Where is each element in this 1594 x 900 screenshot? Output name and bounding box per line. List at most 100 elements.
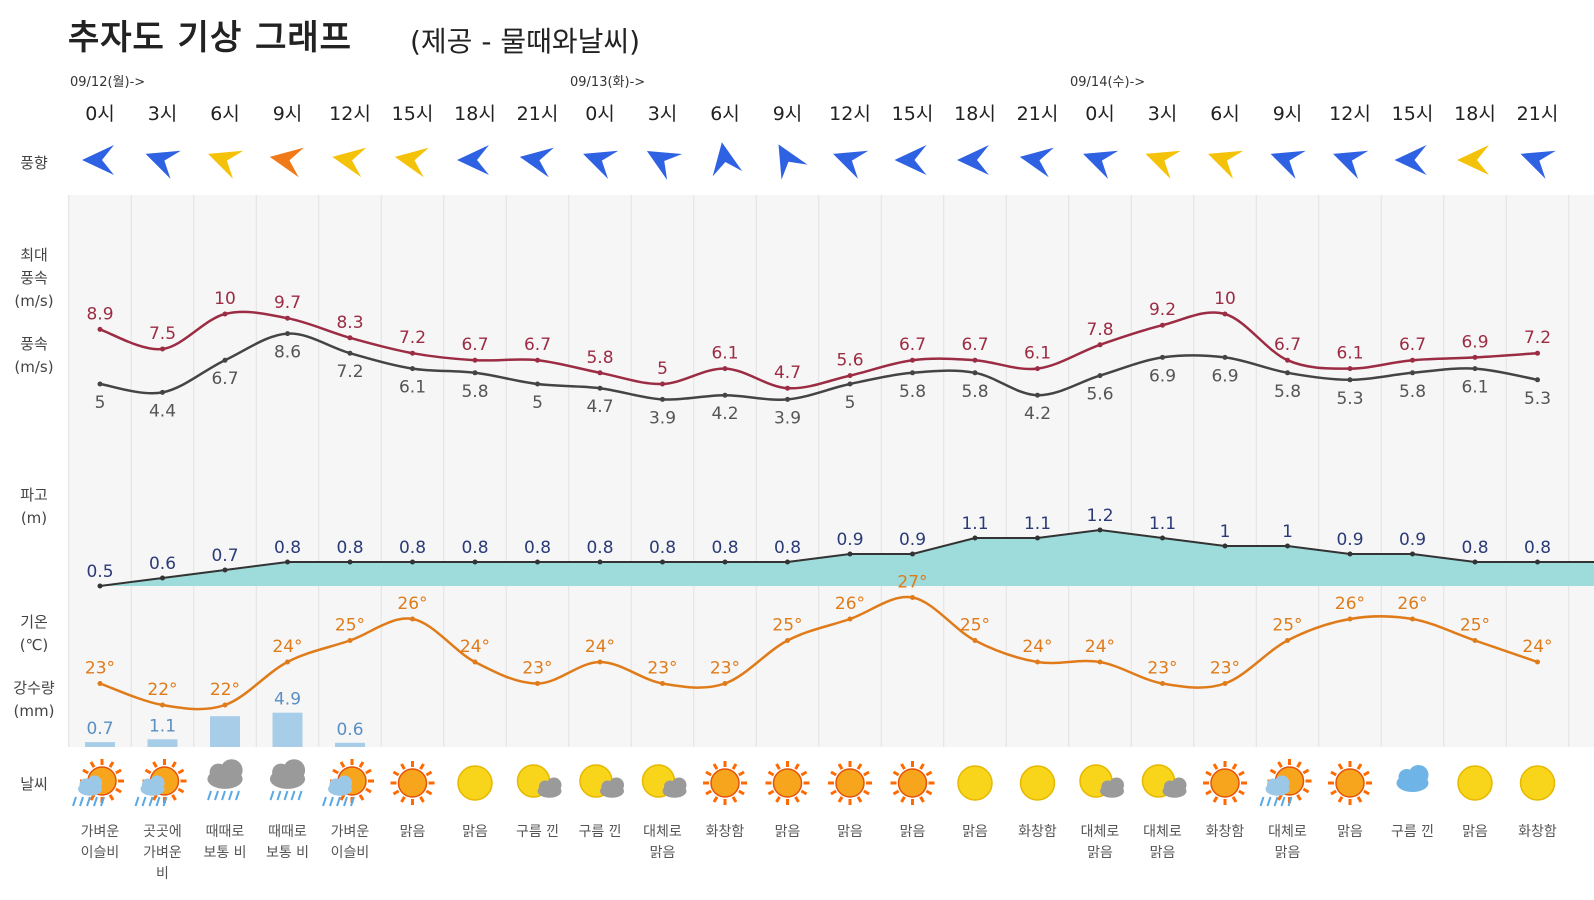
page-subtitle: (제공 - 물때와날씨) [410, 25, 641, 58]
wind-direction-arrow [332, 147, 367, 178]
wave-point [1097, 527, 1103, 533]
row-label-wave: 파고 [20, 486, 48, 504]
sun-ray [856, 796, 863, 803]
rain-drop [141, 796, 147, 807]
rain-drop [93, 796, 98, 807]
sun-ray [775, 763, 781, 770]
sun-ray [1330, 770, 1337, 777]
sun-ray [712, 796, 719, 803]
wave-point [1160, 535, 1165, 541]
weather-label: 가벼운 [331, 824, 370, 840]
max-wind-point [535, 357, 540, 363]
row-label-wind-direction: 풍향 [20, 154, 48, 172]
wave-label: 0.8 [524, 538, 551, 558]
wind-arrow-shape [1394, 145, 1427, 175]
wave-point [910, 551, 915, 557]
wind-direction-arrow [894, 145, 927, 175]
cloud-rain-icon [269, 759, 306, 801]
weather-label: 대체로 [643, 824, 682, 840]
wind-direction-arrow [394, 147, 429, 178]
wave-label: 0.9 [836, 530, 863, 550]
weather-label: 비 [156, 866, 169, 882]
max-wind-point [597, 370, 603, 376]
wind-point [535, 381, 540, 387]
temp-label: 23° [710, 659, 740, 679]
max-wind-point [1285, 357, 1290, 363]
sun-ray [705, 770, 712, 777]
temp-label: 25° [772, 616, 802, 636]
sun-ray [925, 789, 933, 796]
rain-drop [214, 790, 219, 801]
sun-ray [1212, 796, 1219, 803]
wind-point [1347, 377, 1353, 383]
max-wind-point [1097, 342, 1103, 348]
sun-ray [863, 770, 870, 777]
temp-point [1285, 638, 1290, 643]
rain-drop [343, 796, 348, 807]
max-wind-label: 9.2 [1149, 300, 1176, 320]
weather-label: 화창함 [706, 824, 745, 840]
temp-label: 23° [1147, 659, 1177, 679]
wind-arrow-shape [712, 142, 743, 177]
wind-arrow-shape [457, 145, 489, 175]
wind-label: 3.9 [649, 408, 676, 428]
sun-ray [144, 768, 152, 775]
sun-ray [925, 770, 933, 777]
weather-label: 맑음 [900, 824, 926, 840]
max-wind-label: 6.7 [1274, 335, 1301, 355]
wind-point [597, 385, 603, 391]
wind-label: 8.6 [274, 343, 301, 363]
wind-direction-arrow [145, 150, 181, 179]
wind-direction-arrow [1270, 150, 1306, 179]
sun-ray [800, 770, 808, 777]
wind-point [660, 396, 665, 402]
sun-ray [794, 763, 800, 770]
wave-point [1472, 559, 1478, 565]
hot-sun-icon [1328, 761, 1372, 805]
sun-ray [1238, 770, 1245, 777]
wave-label: 0.8 [399, 538, 426, 558]
weather-label: 맑음 [1337, 824, 1363, 840]
temp-point [410, 616, 415, 622]
sun-ray [731, 796, 738, 803]
max-wind-point [1035, 366, 1040, 372]
sun-ray [392, 770, 400, 777]
wave-point [1035, 535, 1040, 541]
max-wind-label: 5.6 [836, 351, 863, 371]
temp-label: 25° [335, 616, 365, 636]
temp-point [660, 681, 665, 686]
wind-label: 4.2 [711, 404, 738, 424]
cloud-icon [1396, 765, 1429, 792]
wind-point [97, 381, 103, 387]
sun-ray [392, 789, 400, 796]
row-label-precip: (mm) [14, 702, 55, 720]
weather-label: 맑음 [400, 824, 426, 840]
wave-point [847, 551, 853, 557]
sun-icon [1457, 765, 1493, 801]
rain-drop [329, 796, 334, 807]
wind-label: 5.6 [1086, 385, 1113, 405]
sun-ray [837, 763, 844, 770]
rain-drop [269, 790, 275, 801]
wind-arrow-shape [1270, 150, 1306, 179]
wind-direction-arrow [1208, 150, 1244, 179]
hour-label: 0시 [585, 103, 615, 125]
wind-direction-arrow [1145, 150, 1181, 179]
max-wind-label: 7.5 [149, 324, 176, 344]
wave-point [410, 559, 415, 565]
sun-ray [892, 789, 900, 796]
wind-label: 5.8 [961, 382, 988, 402]
weather-label: 맑음 [837, 824, 863, 840]
sun-disc [897, 768, 928, 798]
sun-disc [835, 768, 865, 798]
weather-label: 맑음 [650, 845, 676, 861]
sun-cloud-icon [516, 764, 562, 798]
sun-ray [900, 763, 906, 770]
weather-label: 곳곳에 [143, 824, 182, 840]
wind-arrow-shape [778, 144, 808, 180]
temp-point [1097, 659, 1103, 665]
rain-drop [221, 790, 226, 801]
rain-drop [79, 796, 84, 807]
hour-label: 3시 [148, 103, 178, 125]
